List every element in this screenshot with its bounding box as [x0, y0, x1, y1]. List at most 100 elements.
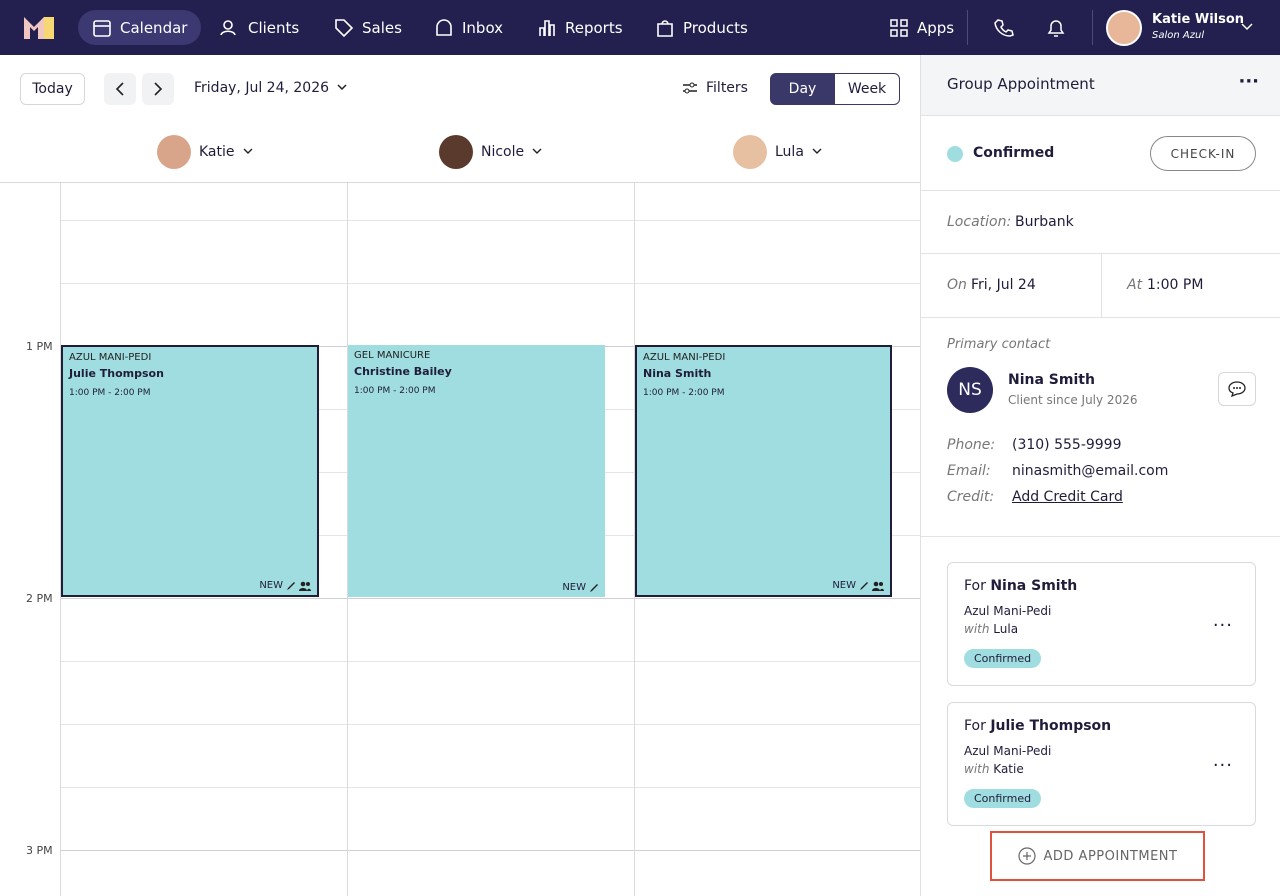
nav-reports[interactable]: Reports	[523, 10, 637, 45]
week-view-button[interactable]: Week	[834, 73, 900, 105]
phone-button[interactable]	[994, 18, 1014, 38]
field-label: Email:	[947, 463, 991, 479]
nav-calendar[interactable]: Calendar	[78, 10, 202, 45]
user-avatar[interactable]	[1106, 10, 1142, 46]
column-line	[347, 183, 348, 896]
column-line	[634, 183, 635, 896]
nav-inbox[interactable]: Inbox	[420, 10, 517, 45]
booking-client: Julie Thompson	[990, 718, 1112, 734]
user-salon: Salon Azul	[1152, 30, 1205, 41]
staff-avatar	[733, 135, 767, 169]
top-nav: Calendar Clients Sales Inbox Reports Pro…	[0, 0, 1280, 55]
add-credit-card-link[interactable]: Add Credit Card	[1012, 489, 1123, 505]
staff-avatar	[157, 135, 191, 169]
nav-products[interactable]: Products	[641, 10, 762, 45]
nav-label: Apps	[917, 18, 955, 37]
contact-section: Primary contact NS Nina Smith Client sin…	[921, 318, 1280, 537]
booking-with: with	[964, 622, 990, 636]
appointment-badge: NEW	[562, 582, 586, 593]
booking-menu[interactable]: ···	[1212, 615, 1233, 636]
grid-line	[60, 220, 920, 221]
staff-header[interactable]: Nicole	[439, 135, 542, 169]
date-picker[interactable]: Friday, Jul 24, 2026	[194, 80, 347, 96]
grid-line	[60, 787, 920, 788]
appointment-client: Nina Smith	[643, 367, 712, 380]
notifications-button[interactable]	[1046, 17, 1066, 39]
booking-card[interactable]: For Julie Thompson Azul Mani-Pedi with K…	[947, 702, 1256, 826]
status-dot	[947, 146, 963, 162]
logo[interactable]	[24, 15, 54, 39]
field-label: Credit:	[947, 489, 995, 505]
nav-sales[interactable]: Sales	[320, 10, 416, 45]
grid-top	[0, 182, 920, 183]
status-label: Confirmed	[973, 145, 1055, 161]
add-appointment-button[interactable]: ADD APPOINTMENT	[990, 831, 1205, 881]
panel-title: Group Appointment	[947, 75, 1095, 93]
date-value: Fri, Jul 24	[971, 277, 1036, 293]
nav-clients[interactable]: Clients	[206, 10, 313, 45]
booking-with: with	[964, 762, 990, 776]
appointment-client: Christine Bailey	[354, 365, 452, 378]
contact-name: Nina Smith	[1008, 372, 1095, 388]
grid-line	[60, 661, 920, 662]
staff-header[interactable]: Lula	[733, 135, 822, 169]
filters-label: Filters	[706, 80, 748, 96]
location-value: Burbank	[1015, 214, 1074, 230]
booking-status: Confirmed	[964, 789, 1042, 808]
appointment-badge: NEW	[259, 580, 283, 591]
appointment-badge: NEW	[832, 580, 856, 591]
grid-line	[60, 850, 920, 851]
today-button[interactable]: Today	[20, 73, 85, 105]
booking-for: For	[964, 718, 986, 734]
appointment-panel: Group Appointment ··· Confirmed CHECK-IN…	[920, 55, 1280, 896]
booking-staff: Katie	[993, 762, 1024, 776]
appointment-time: 1:00 PM - 2:00 PM	[354, 386, 436, 396]
user-name: Katie Wilson	[1152, 12, 1245, 27]
staff-name: Lula	[775, 144, 804, 160]
grid-line	[60, 598, 920, 599]
booking-for: For	[964, 578, 986, 594]
staff-avatar	[439, 135, 473, 169]
nav-label: Reports	[565, 18, 623, 37]
appointment-service: AZUL MANI-PEDI	[69, 352, 152, 363]
day-view-button[interactable]: Day	[770, 73, 835, 105]
booking-menu[interactable]: ···	[1212, 755, 1233, 776]
divider	[1092, 10, 1093, 45]
message-button[interactable]	[1218, 372, 1256, 406]
nav-label: Clients	[248, 18, 300, 37]
appointment[interactable]: AZUL MANI-PEDI Nina Smith 1:00 PM - 2:00…	[635, 345, 892, 597]
nav-label: Products	[683, 18, 748, 37]
booking-client: Nina Smith	[990, 578, 1078, 594]
divider	[967, 10, 968, 45]
primary-contact-label: Primary contact	[947, 337, 1051, 352]
contact-initials: NS	[947, 367, 993, 413]
appointment[interactable]: AZUL MANI-PEDI Julie Thompson 1:00 PM - …	[61, 345, 319, 597]
nav-apps[interactable]: Apps	[875, 10, 968, 45]
email-value: ninasmith@email.com	[1012, 463, 1169, 479]
nav-label: Sales	[362, 18, 402, 37]
check-in-button[interactable]: CHECK-IN	[1150, 136, 1256, 171]
location-row: Location: Burbank	[921, 191, 1280, 254]
time-label: At	[1127, 277, 1143, 293]
status-row: Confirmed CHECK-IN	[921, 116, 1280, 191]
prev-button[interactable]	[104, 73, 136, 105]
staff-header[interactable]: Katie	[157, 135, 253, 169]
booking-card[interactable]: For Nina Smith Azul Mani-Pedi with Lula …	[947, 562, 1256, 686]
nav-label: Calendar	[120, 18, 188, 37]
add-appointment-label: ADD APPOINTMENT	[1043, 848, 1178, 864]
appointment-service: GEL MANICURE	[354, 350, 431, 361]
field-label: Phone:	[947, 437, 996, 453]
column-line	[60, 183, 61, 896]
appointment[interactable]: GEL MANICURE Christine Bailey 1:00 PM - …	[348, 345, 605, 597]
booking-staff: Lula	[993, 622, 1019, 636]
next-button[interactable]	[142, 73, 174, 105]
grid-line	[60, 283, 920, 284]
user-menu[interactable]	[1241, 22, 1253, 32]
date-label: Friday, Jul 24, 2026	[194, 80, 330, 96]
appointment-service: AZUL MANI-PEDI	[643, 352, 726, 363]
panel-menu[interactable]: ···	[1238, 71, 1259, 92]
grid-line	[60, 724, 920, 725]
filters-button[interactable]: Filters	[682, 80, 748, 96]
appointment-client: Julie Thompson	[69, 367, 164, 380]
